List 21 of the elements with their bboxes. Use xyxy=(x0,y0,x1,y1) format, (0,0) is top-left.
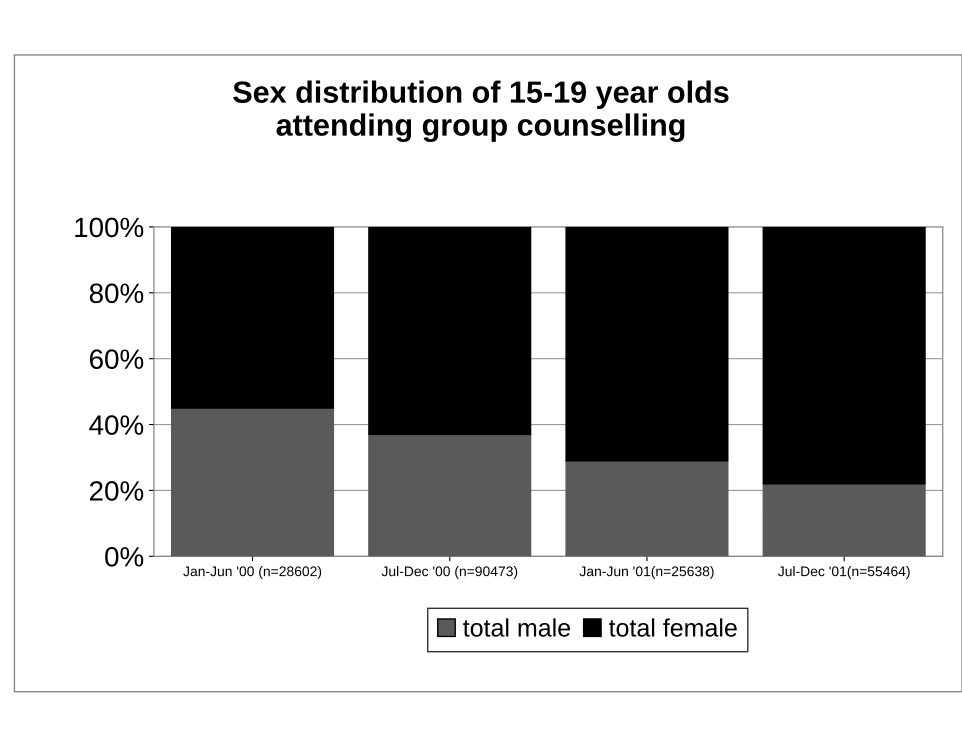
y-tick-label: 40% xyxy=(89,415,144,435)
x-tick-label: Jan-Jun '00 (n=28602) xyxy=(183,566,322,579)
x-tick-label: Jul-Dec '01(n=55464) xyxy=(778,566,910,579)
bar xyxy=(170,407,334,556)
bar xyxy=(565,226,728,462)
bar xyxy=(762,226,926,485)
bar xyxy=(170,226,334,409)
y-tick-label: 0% xyxy=(105,546,144,567)
y-tick-label: 80% xyxy=(90,283,144,304)
x-tick-label: Jul-Dec '00 (n=90473) xyxy=(382,566,518,579)
chart-title: Sex distribution of 15-19 year olds attending group counselling xyxy=(233,80,729,142)
y-tick-label: 100% xyxy=(75,218,144,238)
legend-label: total male xyxy=(463,618,570,637)
bar xyxy=(565,460,728,556)
bar xyxy=(368,434,532,556)
y-tick-label: 60% xyxy=(90,349,144,370)
legend-label: total female xyxy=(608,618,737,637)
bar xyxy=(762,483,926,556)
y-tick-label: 20% xyxy=(90,481,144,501)
bar xyxy=(368,226,532,436)
x-tick-label: Jan-Jun '01(n=25638) xyxy=(580,566,714,579)
